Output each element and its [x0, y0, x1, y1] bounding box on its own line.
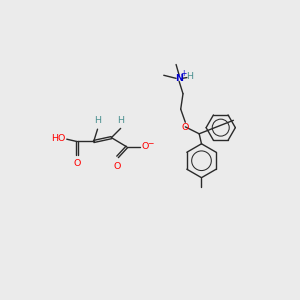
- Text: H: H: [94, 116, 101, 125]
- Text: H: H: [186, 72, 194, 81]
- Text: N: N: [175, 74, 183, 83]
- Text: +: +: [181, 69, 187, 78]
- Text: O: O: [182, 123, 189, 132]
- Text: O: O: [73, 159, 80, 168]
- Text: −: −: [147, 139, 153, 148]
- Text: O: O: [113, 161, 121, 170]
- Text: HO: HO: [51, 134, 65, 143]
- Text: O: O: [141, 142, 149, 152]
- Text: H: H: [117, 116, 124, 124]
